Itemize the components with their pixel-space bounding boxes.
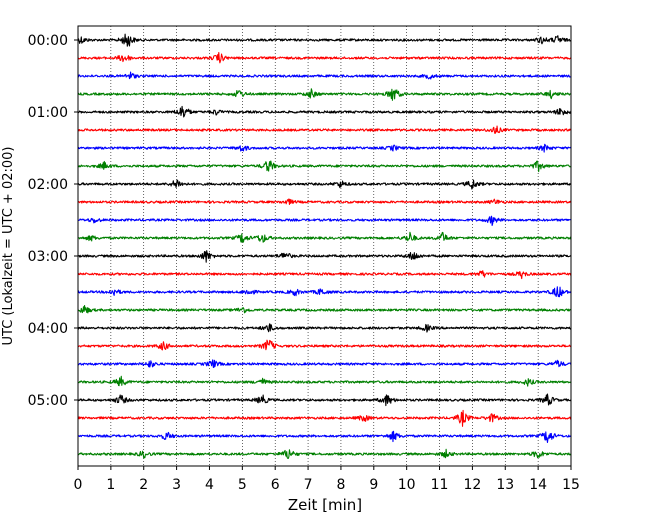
trace-0330 [77, 286, 572, 298]
x-tick-label-1: 1 [106, 477, 115, 493]
x-tick-label-3: 3 [172, 477, 181, 493]
x-tick-label-5: 5 [238, 477, 247, 493]
x-tick-label-8: 8 [336, 477, 345, 493]
trace-0215 [77, 198, 572, 206]
trace-0245 [77, 231, 572, 243]
y-tick-label-4: 04:00 [28, 321, 68, 337]
trace-0400 [77, 323, 572, 333]
y-tick-label-2: 02:00 [28, 177, 68, 193]
y-axis-label: UTC (Lokalzeit = UTC + 02:00) [1, 147, 16, 346]
x-axis-ticks: 0 1 2 3 4 5 6 7 8 9 10 11 12 13 14 15 [74, 466, 580, 493]
x-tick-label-10: 10 [398, 477, 416, 493]
trace-0515 [77, 409, 572, 427]
x-tick-label-15: 15 [562, 477, 580, 493]
x-tick-label-11: 11 [431, 477, 449, 493]
x-tick-label-0: 0 [74, 477, 83, 493]
trace-0000 [77, 33, 572, 47]
x-tick-label-6: 6 [271, 477, 280, 493]
trace-0500 [77, 393, 572, 407]
plot-frame [77, 25, 572, 467]
trace-0200 [77, 179, 572, 190]
trace-0015 [77, 51, 572, 64]
seismogram-traces [77, 33, 572, 459]
y-tick-label-0: 00:00 [28, 33, 68, 49]
x-tick-label-2: 2 [139, 477, 148, 493]
x-tick-label-9: 9 [369, 477, 378, 493]
trace-0530 [77, 430, 572, 444]
trace-0545 [77, 448, 572, 459]
y-axis-ticks: 00:00 01:00 02:00 03:00 04:00 05:00 [28, 33, 78, 409]
trace-0130 [77, 143, 572, 153]
x-tick-label-4: 4 [205, 477, 214, 493]
trace-0045 [77, 88, 572, 101]
x-tick-label-12: 12 [463, 477, 481, 493]
trace-0115 [77, 125, 572, 134]
y-tick-label-1: 01:00 [28, 105, 68, 121]
y-tick-label-3: 03:00 [28, 249, 68, 265]
x-tick-label-14: 14 [529, 477, 547, 493]
trace-0230 [77, 215, 572, 227]
trace-0415 [77, 339, 572, 351]
x-tick-label-7: 7 [304, 477, 313, 493]
trace-0100 [77, 105, 572, 118]
trace-0145 [77, 160, 572, 173]
trace-0300 [77, 250, 572, 263]
trace-0030 [77, 71, 572, 80]
trace-0430 [77, 359, 572, 369]
x-tick-label-13: 13 [496, 477, 514, 493]
y-tick-label-5: 05:00 [28, 393, 68, 409]
trace-0445 [77, 375, 572, 387]
trace-0345 [77, 304, 572, 314]
x-axis-label: Zeit [min] [288, 496, 362, 514]
trace-0315 [77, 270, 572, 280]
grid-lines [110, 26, 539, 466]
